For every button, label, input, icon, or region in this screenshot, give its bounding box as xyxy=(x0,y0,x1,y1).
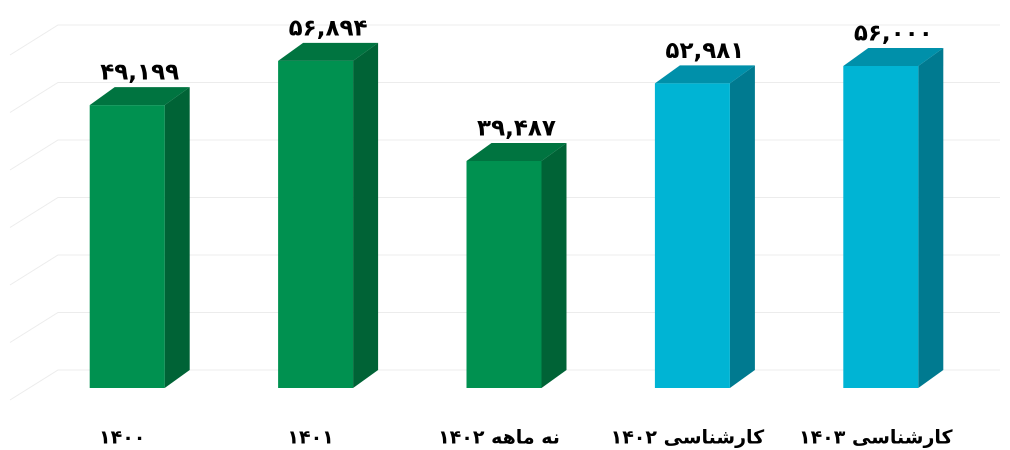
bar-top xyxy=(843,48,944,66)
bar-top xyxy=(466,142,567,161)
bar-side xyxy=(164,87,190,389)
bar-front xyxy=(278,60,354,389)
bar xyxy=(654,65,755,388)
value-label: ۵۶,۸۹۴ xyxy=(289,15,368,41)
bar-side xyxy=(729,65,755,388)
bar xyxy=(89,87,190,389)
bar xyxy=(843,48,944,388)
bar-side xyxy=(541,142,567,388)
bar-front xyxy=(654,83,730,388)
value-label: ۵۶,۰۰۰ xyxy=(854,21,933,47)
value-label: ۴۹,۱۹۹ xyxy=(100,60,179,86)
bar-top xyxy=(89,87,190,106)
bar-front xyxy=(89,105,165,389)
x-tick-label: کارشناسی ۱۴۰۳ xyxy=(799,427,954,449)
bar xyxy=(466,142,567,388)
x-tick-label: کارشناسی ۱۴۰۲ xyxy=(611,427,766,449)
x-tick-label: ۱۴۰۱ xyxy=(287,427,333,449)
grid-line xyxy=(9,24,1000,56)
x-tick-label: ۱۴۰۰ xyxy=(99,427,145,449)
bar-front xyxy=(843,66,919,388)
x-tick-label: نه ماهه ۱۴۰۲ xyxy=(438,427,560,449)
bar-front xyxy=(466,160,542,388)
bar-top xyxy=(654,65,755,84)
bar xyxy=(278,42,379,389)
value-label: ۳۹,۴۸۷ xyxy=(477,115,556,141)
value-label: ۵۲,۹۸۱ xyxy=(665,38,744,64)
bar-top xyxy=(278,42,379,61)
bar-side xyxy=(353,42,379,389)
bar-side xyxy=(918,48,944,388)
